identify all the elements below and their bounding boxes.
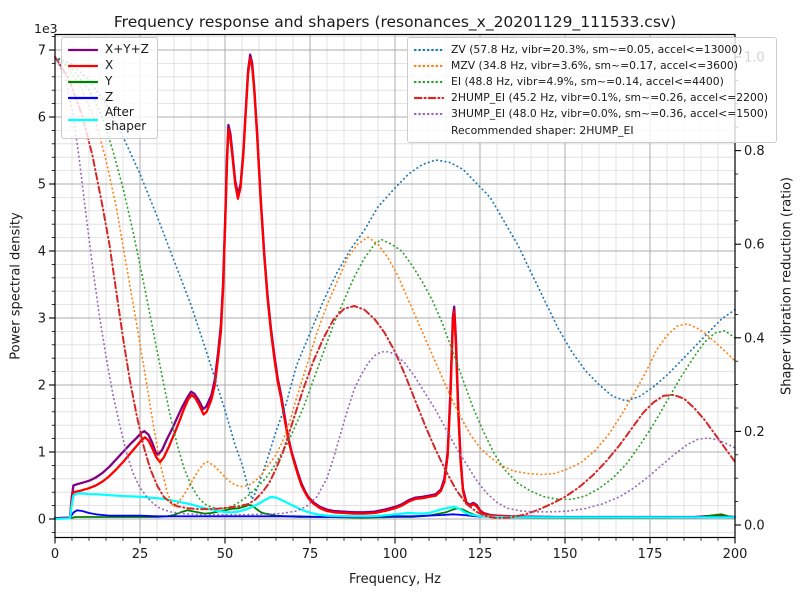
legend-item-3HUMP_EI: 3HUMP_EI (48.0 Hz, vibr=0.0%, sm~=0.36, …	[414, 106, 768, 122]
legend-item-label: X	[105, 58, 114, 73]
legend-item-X: X	[68, 58, 149, 74]
y-left-tick-label: 6	[38, 111, 46, 126]
y-right-tick-label: 0.0	[744, 519, 765, 534]
y-right-tick-label: 0.2	[744, 425, 765, 440]
y-right-tick-label: 0.6	[744, 238, 765, 253]
series-After-shaper	[53, 492, 737, 521]
x-tick-label: 125	[468, 547, 493, 562]
legend-item-2HUMP_EI: 2HUMP_EI (45.2 Hz, vibr=0.1%, sm~=0.26, …	[414, 90, 768, 106]
series-ZV	[54, 56, 736, 501]
y-left-tick-label: 7	[38, 44, 46, 59]
legend-line-sample	[68, 96, 98, 100]
series-MZV	[54, 56, 736, 509]
legend-item-Y: Y	[68, 74, 149, 90]
tick-labels: 0 25 50 75 100 125 150 175 200 0 1 2 3 4 5 6 7 0.0 0.2 0.4 0…	[38, 44, 765, 563]
x-tick-label: 150	[553, 547, 578, 562]
y-left-tick-label: 0	[38, 513, 46, 528]
recommended-shaper-note: Recommended shaper: 2HUMP_EI	[451, 123, 634, 137]
y-right-tick-label: 0.4	[744, 331, 765, 346]
series-EI	[54, 56, 736, 510]
legend-item-label: ZV (57.8 Hz, vibr=20.3%, sm~=0.05, accel…	[451, 42, 743, 56]
legend-shapers: ZV (57.8 Hz, vibr=20.3%, sm~=0.05, accel…	[407, 37, 777, 143]
legend-item-ZV: ZV (57.8 Hz, vibr=20.3%, sm~=0.05, accel…	[414, 42, 768, 58]
legend-line-sample	[414, 96, 444, 100]
grid-minor	[55, 34, 735, 538]
x-tick-label: 100	[383, 547, 408, 562]
x-tick-label: 50	[217, 547, 234, 562]
series-3HUMP_EI	[54, 56, 736, 516]
curves	[53, 53, 737, 521]
legend-item-label: EI (48.8 Hz, vibr=4.9%, sm~=0.14, accel<…	[451, 74, 724, 88]
x-tick-label: 0	[51, 547, 59, 562]
y-left-tick-label: 5	[38, 178, 46, 193]
legend-item-label: Y	[105, 74, 113, 89]
legend-item-label: After shaper	[105, 105, 147, 133]
legend-item-After-shaper: After shaper	[68, 105, 149, 134]
x-axis-label: Frequency, Hz	[348, 572, 442, 587]
y-right-tick-label: 0.8	[744, 144, 765, 159]
y-axis-offset-label: 1e3	[34, 21, 58, 36]
y-left-tick-label: 1	[38, 446, 46, 461]
legend-item-label: MZV (34.8 Hz, vibr=3.6%, sm~=0.17, accel…	[451, 58, 738, 72]
series-2HUMP_EI	[54, 56, 736, 519]
series-X	[53, 56, 737, 520]
legend-line-sample	[414, 112, 444, 116]
y-left-tick-label: 4	[38, 245, 46, 260]
y-left-axis-label: Power spectral density	[8, 212, 24, 360]
y-right-axis-label: Shaper vibration reduction (ratio)	[779, 177, 795, 395]
legend-item-label: X+Y+Z	[105, 42, 149, 57]
legend-measurements: X+Y+Z X Y Z After shaper	[61, 37, 158, 139]
x-tick-label: 175	[638, 547, 663, 562]
legend-item-label: 2HUMP_EI (45.2 Hz, vibr=0.1%, sm~=0.26, …	[451, 90, 768, 104]
legend-line-sample	[68, 118, 98, 121]
legend-item-label: Z	[105, 90, 114, 105]
legend-item-X+Y+Z: X+Y+Z	[68, 42, 149, 58]
legend-line-sample	[68, 48, 98, 52]
legend-item-label: 3HUMP_EI (48.0 Hz, vibr=0.0%, sm~=0.36, …	[451, 106, 768, 120]
legend-line-sample	[68, 64, 98, 68]
legend-line-sample	[414, 64, 444, 68]
y-left-tick-label: 2	[38, 379, 46, 394]
legend-line-sample	[414, 48, 444, 52]
legend-item-MZV: MZV (34.8 Hz, vibr=3.6%, sm~=0.17, accel…	[414, 58, 768, 74]
legend-line-sample	[68, 80, 98, 84]
chart-title: Frequency response and shapers (resonanc…	[113, 13, 677, 31]
legend-item-Z: Z	[68, 90, 149, 106]
legend-item-EI: EI (48.8 Hz, vibr=4.9%, sm~=0.14, accel<…	[414, 74, 768, 90]
legend-line-sample	[414, 80, 444, 84]
x-tick-label: 200	[723, 547, 748, 562]
y-left-tick-label: 3	[38, 312, 46, 327]
x-tick-label: 25	[132, 547, 149, 562]
x-tick-label: 75	[302, 547, 319, 562]
